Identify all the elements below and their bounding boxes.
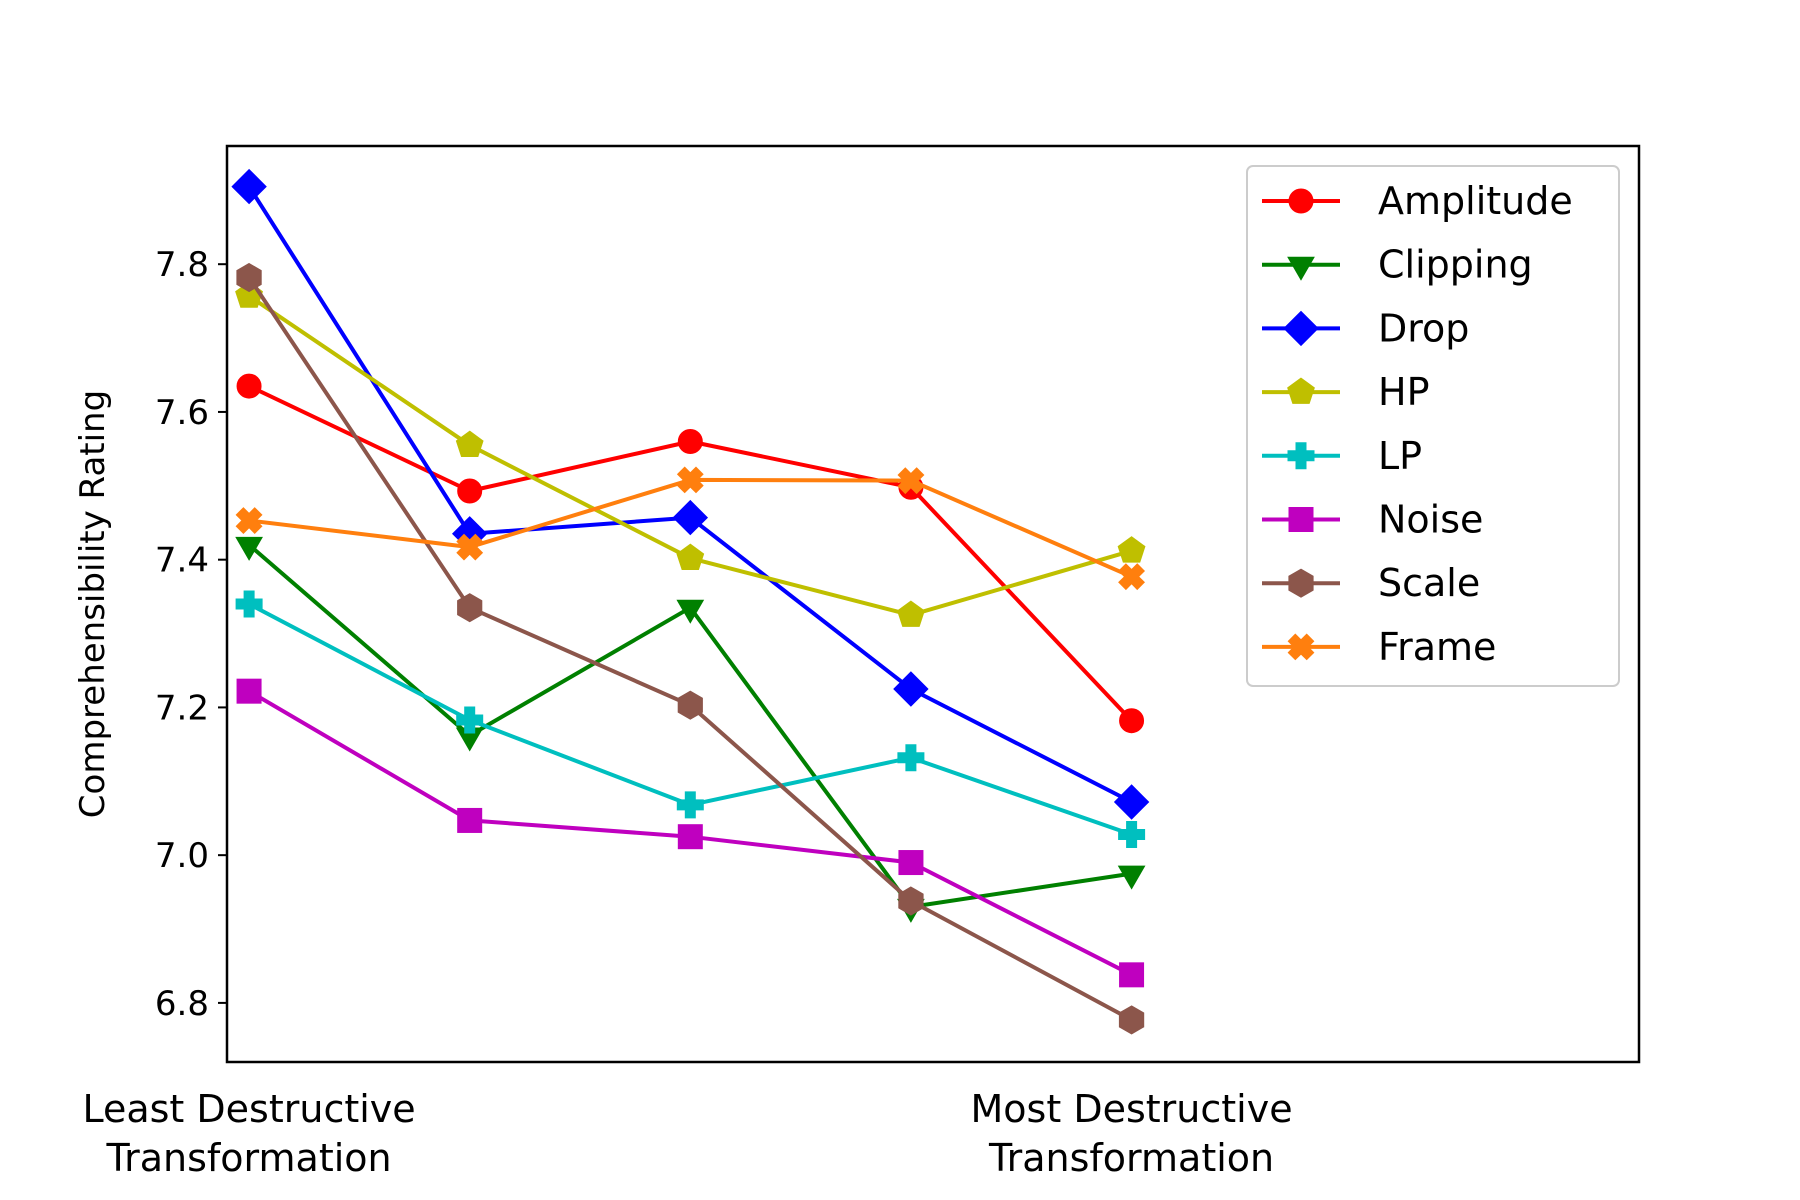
data-point-lp bbox=[456, 706, 484, 734]
data-point-amplitude bbox=[236, 373, 262, 399]
data-point-frame bbox=[235, 507, 263, 535]
legend-marker-clipping bbox=[1287, 256, 1315, 281]
legend-label-noise: Noise bbox=[1378, 498, 1483, 542]
y-tick-label: 7.2 bbox=[155, 688, 209, 728]
x-category-label: Least Destructive bbox=[82, 1087, 415, 1131]
data-point-lp bbox=[897, 744, 925, 772]
data-point-noise bbox=[236, 678, 262, 704]
data-point-clipping bbox=[676, 599, 705, 624]
series-line-clipping bbox=[247, 543, 1132, 909]
data-point-frame bbox=[897, 467, 925, 495]
x-category-label: Transformation bbox=[106, 1136, 392, 1180]
data-point-clipping bbox=[235, 536, 263, 561]
legend-marker-frame bbox=[1287, 633, 1315, 661]
data-point-amplitude bbox=[457, 478, 483, 504]
legend-marker-noise bbox=[1288, 507, 1314, 532]
data-point-drop bbox=[231, 168, 267, 205]
data-point-clipping bbox=[1117, 865, 1146, 890]
legend-marker-amplitude bbox=[1288, 188, 1314, 214]
y-tick-label: 7.0 bbox=[155, 836, 209, 876]
data-point-lp bbox=[235, 590, 263, 618]
data-point-frame bbox=[1118, 563, 1146, 591]
data-point-amplitude bbox=[1119, 708, 1145, 734]
data-point-scale bbox=[457, 593, 483, 623]
y-tick-label: 7.6 bbox=[155, 393, 209, 433]
data-point-hp bbox=[676, 543, 705, 570]
y-tick-label: 6.8 bbox=[155, 984, 209, 1024]
data-point-scale bbox=[1118, 1005, 1145, 1035]
y-tick-label: 7.4 bbox=[155, 541, 209, 581]
y-tick-label: 7.8 bbox=[155, 245, 209, 285]
legend: Amplitude Clipping Drop HP LP Noise Scale Frame bbox=[1246, 165, 1620, 687]
data-point-drop bbox=[672, 499, 709, 536]
data-point-scale bbox=[898, 886, 924, 916]
legend-label-clipping: Clipping bbox=[1378, 243, 1533, 287]
x-category-label: Transformation bbox=[988, 1136, 1274, 1180]
legend-label-hp: HP bbox=[1378, 370, 1430, 414]
x-category-label: Most Destructive bbox=[971, 1087, 1293, 1131]
data-point-drop bbox=[1113, 784, 1150, 820]
data-point-hp bbox=[897, 600, 925, 627]
legend-label-drop: Drop bbox=[1378, 306, 1469, 350]
y-axis-label: Comprehensibility Rating bbox=[73, 390, 113, 818]
y-axis: 6.8 7.0 7.2 7.4 7.6 7.8 bbox=[155, 245, 227, 1024]
legend-box bbox=[1246, 165, 1620, 687]
data-point-drop bbox=[893, 671, 929, 707]
data-point-lp bbox=[676, 791, 704, 819]
plot-lines bbox=[231, 168, 1150, 1035]
data-point-frame bbox=[456, 533, 484, 561]
data-point-noise bbox=[457, 807, 483, 833]
data-point-noise bbox=[1119, 962, 1145, 988]
data-point-hp bbox=[1117, 536, 1146, 563]
x-axis-category-labels: Least Destructive Transformation Most Dest… bbox=[82, 1087, 1292, 1180]
data-point-frame bbox=[676, 466, 704, 494]
data-point-noise bbox=[898, 850, 924, 876]
data-point-lp bbox=[1118, 821, 1146, 848]
data-point-scale bbox=[677, 690, 703, 720]
data-point-hp bbox=[455, 430, 484, 457]
legend-label-amplitude: Amplitude bbox=[1378, 179, 1573, 223]
axes-frame bbox=[225, 144, 1641, 1064]
legend-marker-scale bbox=[1288, 568, 1314, 598]
data-point-scale bbox=[236, 262, 262, 293]
data-point-amplitude bbox=[677, 428, 703, 454]
legend-label-scale: Scale bbox=[1378, 561, 1480, 605]
legend-marker-lp bbox=[1287, 442, 1315, 470]
legend-marker-hp bbox=[1287, 377, 1315, 404]
data-point-noise bbox=[677, 824, 703, 850]
legend-marker-drop bbox=[1283, 310, 1319, 347]
legend-label-lp: LP bbox=[1378, 434, 1422, 478]
legend-label-frame: Frame bbox=[1378, 625, 1496, 669]
